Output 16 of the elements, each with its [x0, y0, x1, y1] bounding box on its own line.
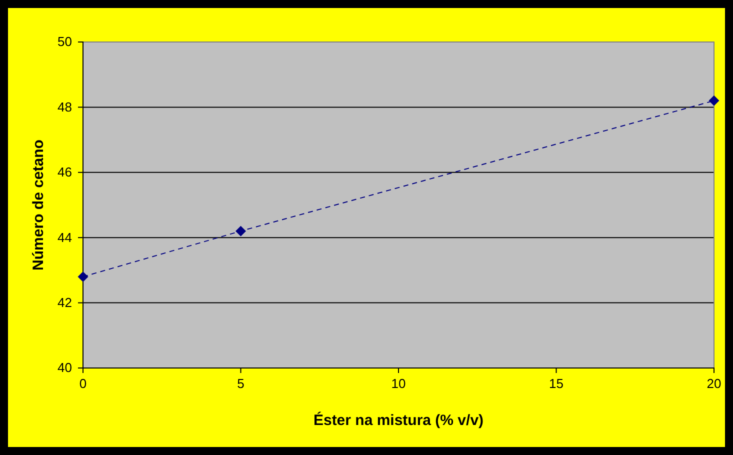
- x-tick-label: 0: [79, 376, 87, 392]
- y-axis-title: Número de cetano: [30, 140, 47, 270]
- y-tick-label: 48: [58, 99, 72, 114]
- y-tick-label: 40: [58, 360, 72, 376]
- x-tick-label: 15: [549, 376, 564, 392]
- y-tick-label: 50: [58, 34, 72, 50]
- y-tick-label: 44: [58, 230, 72, 245]
- x-tick-label: 20: [706, 376, 722, 392]
- point: [708, 95, 720, 106]
- x-axis-title: Éster na mistura (% v/v): [313, 411, 484, 429]
- point: [236, 226, 246, 236]
- x-tick-label: 10: [391, 376, 406, 392]
- y-tick-label: 46: [58, 164, 72, 180]
- point: [78, 271, 88, 282]
- x-tick-label: 5: [237, 376, 244, 392]
- y-tick-label: 42: [58, 294, 72, 310]
